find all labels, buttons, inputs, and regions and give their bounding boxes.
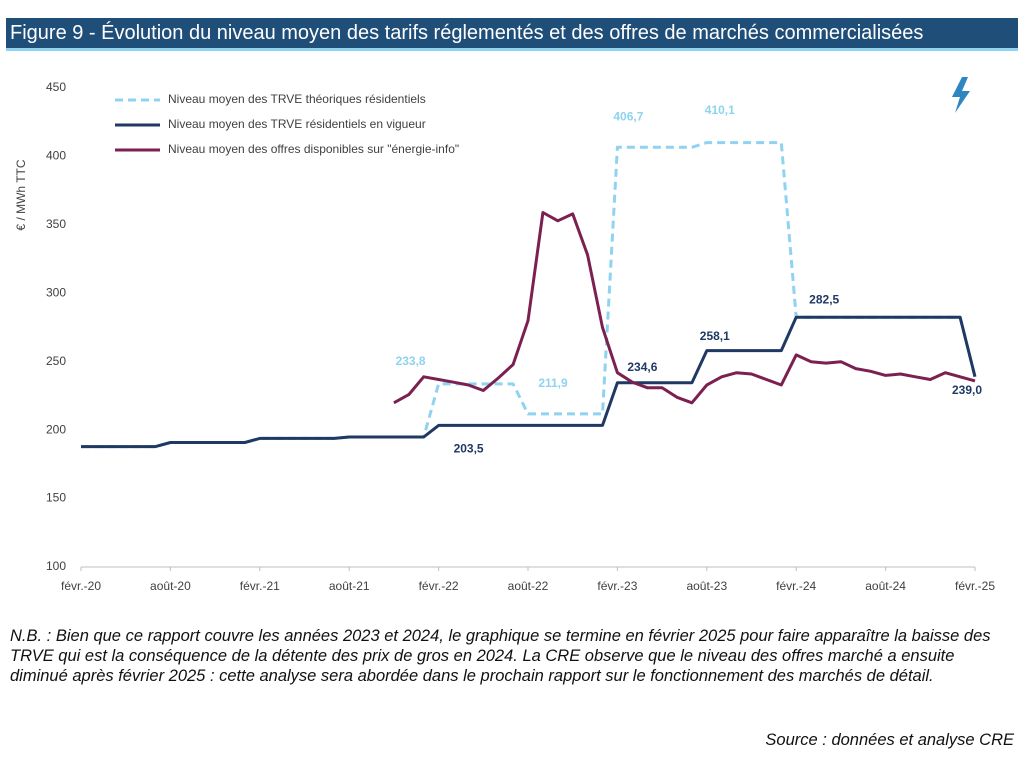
note: N.B. : Bien que ce rapport couvre les an…	[10, 627, 991, 685]
y-tick-label: 450	[46, 80, 66, 94]
series-line	[393, 211, 976, 405]
lightning-icon	[952, 77, 970, 113]
y-tick-label: 300	[46, 285, 66, 299]
data-label: 258,1	[700, 329, 730, 343]
y-tick-label: 400	[46, 149, 66, 163]
series-line	[81, 141, 977, 449]
x-tick-label: févr.-22	[419, 579, 459, 593]
y-tick-label: 150	[46, 491, 66, 505]
data-label: 211,9	[538, 376, 568, 390]
y-tick-label: 250	[46, 354, 66, 368]
legend-label: Niveau moyen des offres disponibles sur …	[168, 142, 459, 156]
data-label: 282,5	[809, 292, 839, 306]
title: Figure 9 - Évolution du niveau moyen des…	[10, 22, 924, 44]
chart: € / MWh TTC 100 150 200 250 300 350 400 450 févr…	[14, 77, 995, 593]
data-label: 203,5	[454, 442, 484, 456]
x-tick-label: févr.-24	[776, 579, 816, 593]
y-axis-label: € / MWh TTC	[14, 159, 28, 230]
data-label: 410,1	[705, 103, 735, 117]
x-tick-label: févr.-20	[61, 579, 101, 593]
legend-label: Niveau moyen des TRVE théoriques résiden…	[168, 92, 426, 106]
legend-label: Niveau moyen des TRVE résidentiels en vi…	[168, 117, 426, 131]
x-tick-label: févr.-25	[955, 579, 995, 593]
header: Figure 9 - Évolution du niveau moyen des…	[6, 18, 1018, 51]
data-label: 239,0	[952, 383, 982, 397]
x-tick-label: févr.-21	[240, 579, 280, 593]
y-tick-label: 350	[46, 217, 66, 231]
x-tick-label: févr.-23	[597, 579, 637, 593]
data-label: 234,6	[627, 360, 657, 374]
series-line	[81, 315, 977, 449]
data-label: 406,7	[613, 109, 643, 123]
y-tick-label: 100	[46, 559, 66, 573]
x-tick-label: août-22	[508, 579, 549, 593]
x-tick-label: août-24	[865, 579, 906, 593]
x-tick-label: août-20	[150, 579, 191, 593]
source: Source : données et analyse CRE	[765, 731, 1014, 749]
y-tick-label: 200	[46, 422, 66, 436]
data-label: 233,8	[396, 354, 426, 368]
x-tick-label: août-21	[329, 579, 370, 593]
x-tick-label: août-23	[686, 579, 727, 593]
